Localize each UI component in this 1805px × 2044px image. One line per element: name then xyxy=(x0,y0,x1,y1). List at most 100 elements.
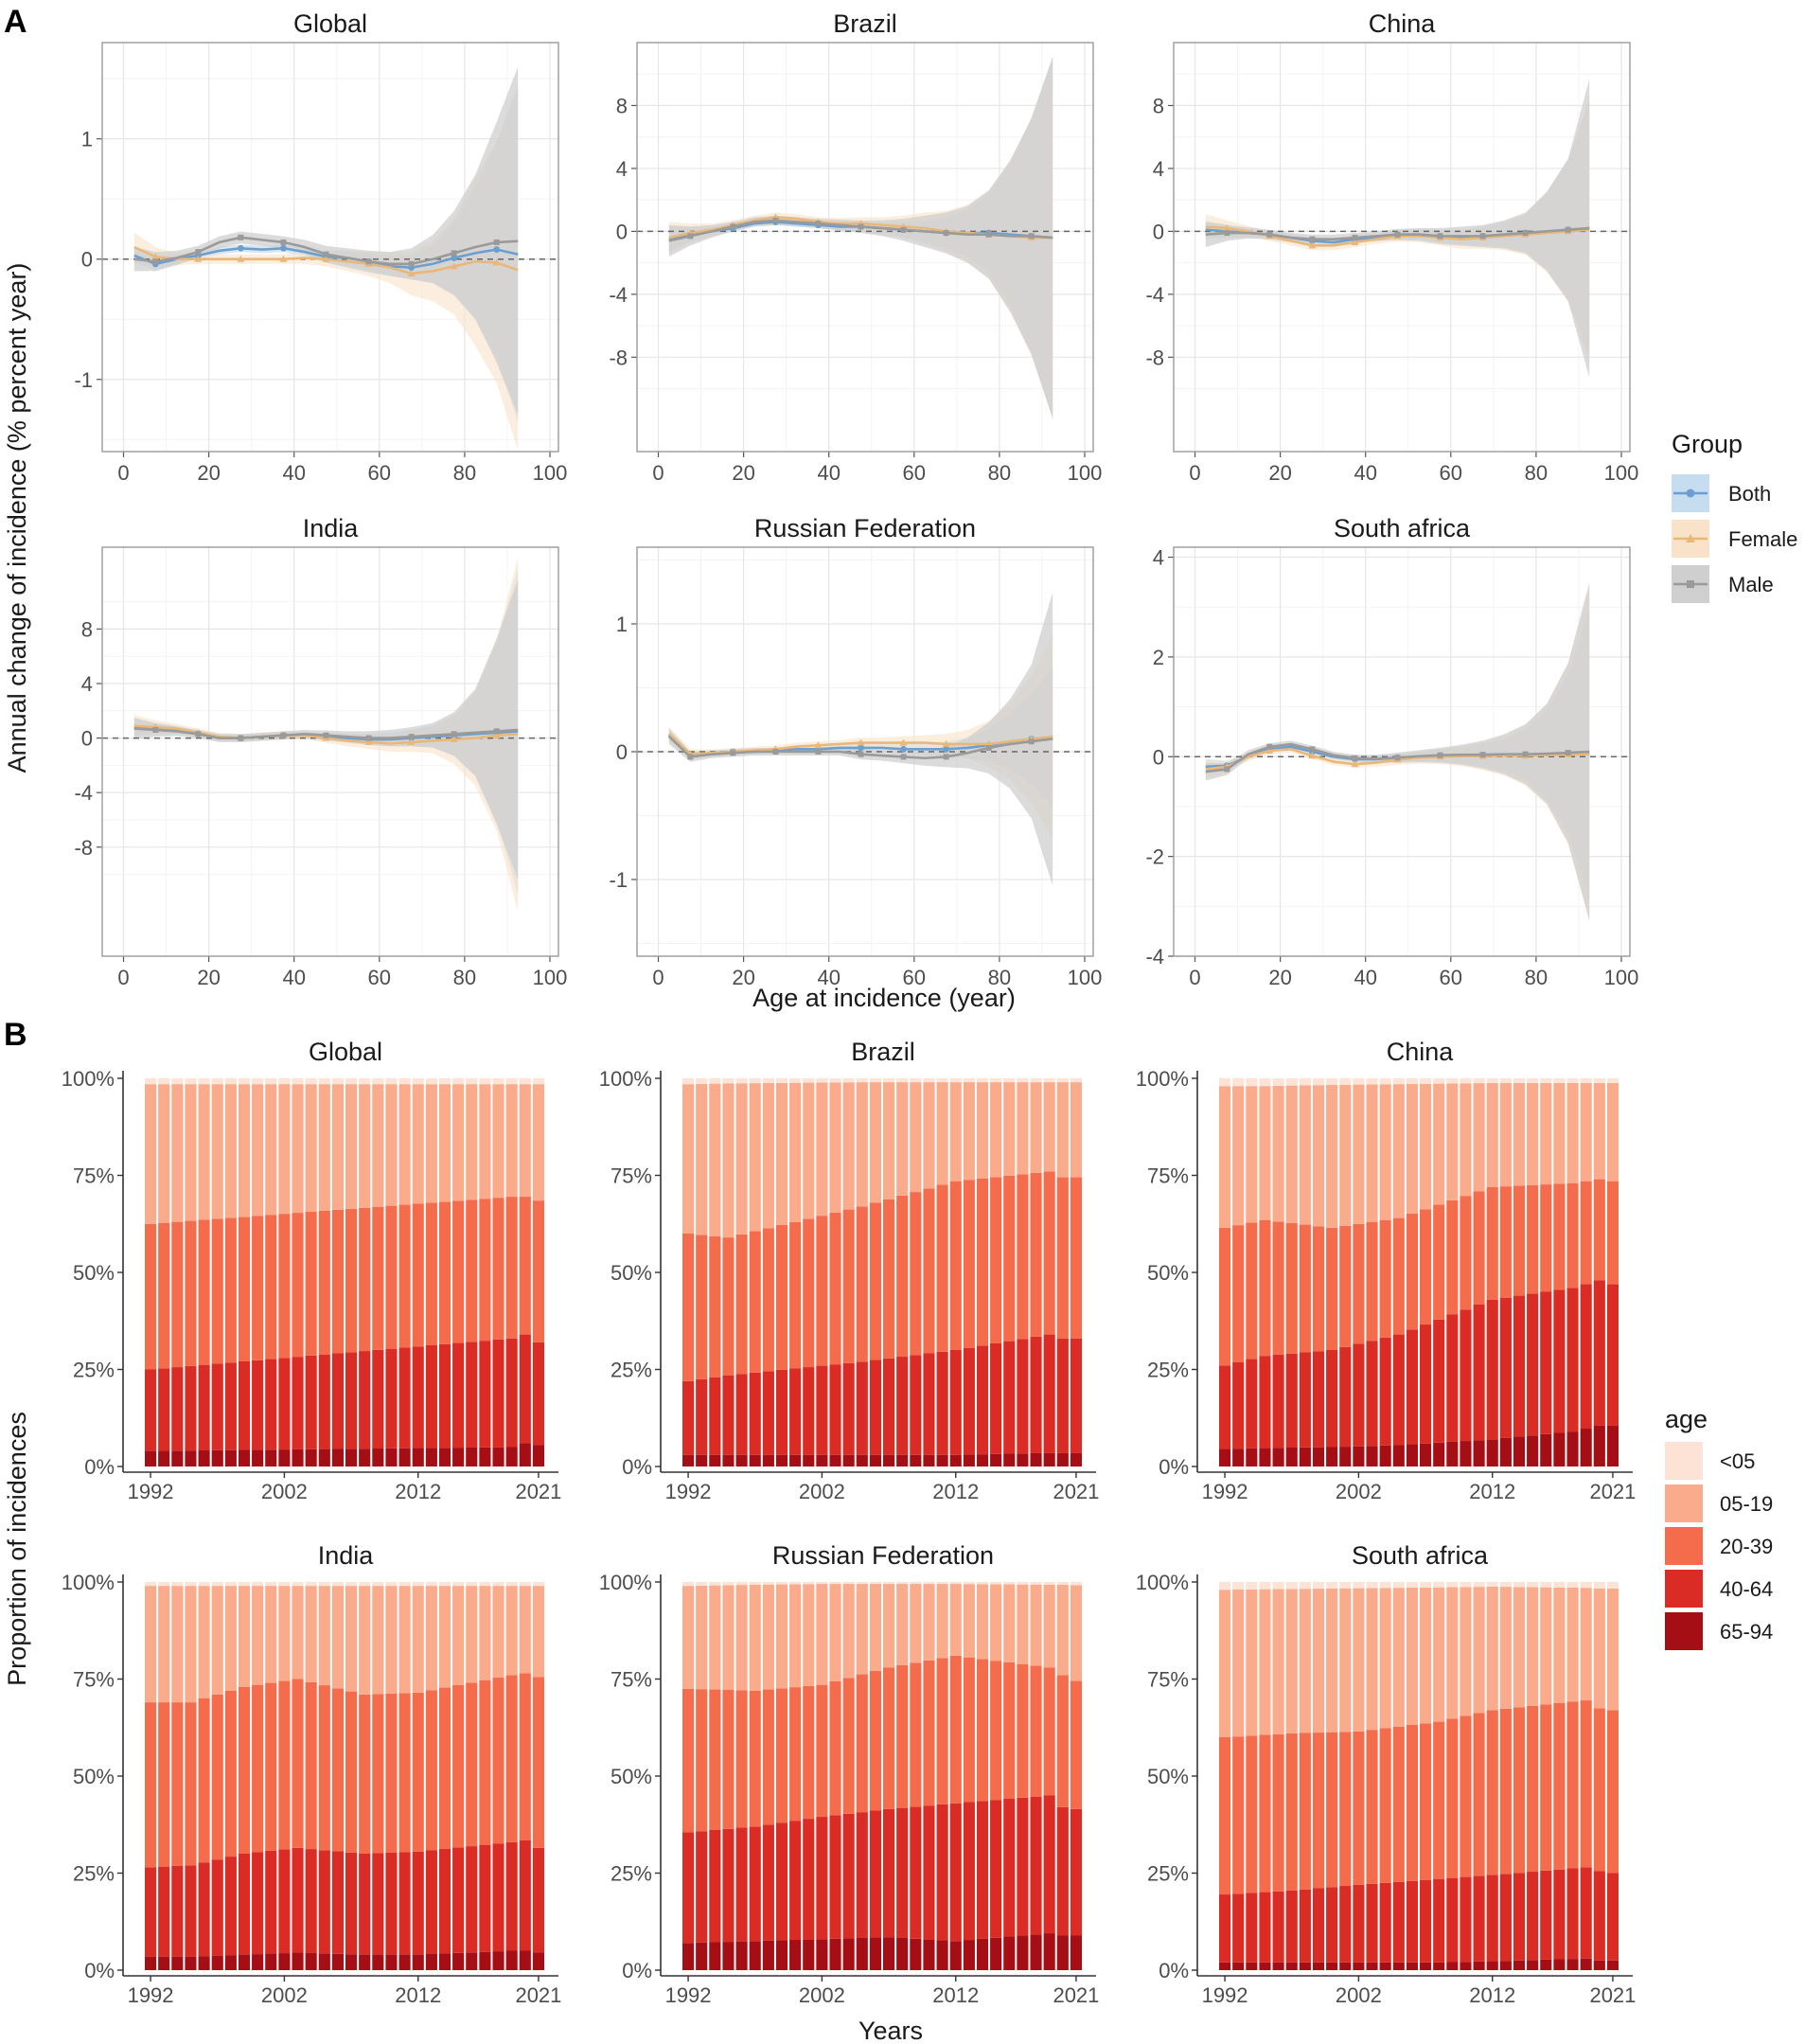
legend-key-40-64 xyxy=(1665,1570,1703,1608)
bar-segment-05 xyxy=(1392,1582,1405,1589)
bar-segment-65-94 xyxy=(1056,1935,1069,1970)
bar-segment-05 xyxy=(292,1078,304,1085)
bar-segment-65-94 xyxy=(425,1954,437,1970)
bar-segment-05 xyxy=(1540,1582,1552,1588)
bar-segment-05 xyxy=(331,1078,344,1085)
bar-segment-20-39 xyxy=(1593,1708,1605,1872)
bar-segment-05 xyxy=(171,1582,184,1587)
bar-segment-40-64 xyxy=(1219,1894,1231,1963)
bar-segment-40-64 xyxy=(1379,1882,1391,1963)
bar-segment-65-94 xyxy=(505,1950,518,1970)
data-point-male xyxy=(985,231,992,238)
bar-segment-05 xyxy=(1406,1078,1418,1084)
bar-segment-05-19 xyxy=(1056,1584,1069,1676)
bar-segment-65-94 xyxy=(1312,1962,1325,1970)
bar-segment-05 xyxy=(385,1582,398,1587)
bar-segment-05-19 xyxy=(682,1586,695,1689)
x-tick-label: 2021 xyxy=(515,1983,561,2007)
bar-segment-05 xyxy=(278,1582,291,1587)
data-point-male xyxy=(1028,738,1035,745)
bar-segment-05-19 xyxy=(265,1586,277,1683)
bar-segment-40-64 xyxy=(211,1363,223,1450)
bar-segment-20-39 xyxy=(1486,1186,1498,1300)
bar-segment-05 xyxy=(1486,1582,1498,1587)
bar-segment-20-39 xyxy=(1312,1226,1325,1352)
x-tick-label: 20 xyxy=(732,461,754,485)
data-point-female xyxy=(364,738,373,745)
bar-segment-05 xyxy=(1379,1078,1391,1085)
bar-segment-20-39 xyxy=(963,1657,975,1803)
bar-segment-20-39 xyxy=(696,1689,708,1832)
x-tick-label: 2012 xyxy=(395,1983,441,2007)
plot-border xyxy=(1173,546,1631,957)
bar-segment-65-94 xyxy=(816,1454,828,1466)
bar-segment-65-94 xyxy=(1499,1961,1512,1970)
bar-segment-65-94 xyxy=(278,1449,291,1466)
bar-segment-65-94 xyxy=(1339,1962,1352,1970)
bar-segment-65-94 xyxy=(856,1937,868,1970)
x-tick-label: 1992 xyxy=(665,1983,712,2007)
panel-title: India xyxy=(303,514,360,542)
data-point-female xyxy=(407,269,416,276)
bar-segment-05 xyxy=(735,1078,748,1084)
bar-segment-05 xyxy=(936,1078,948,1083)
bar-segment-20-39 xyxy=(803,1218,815,1368)
bar-segment-05 xyxy=(910,1582,922,1585)
bar-segment-65-94 xyxy=(842,1454,855,1466)
bar-segment-65-94 xyxy=(1017,1935,1029,1970)
bar-segment-05-19 xyxy=(896,1082,909,1196)
bar-segment-05 xyxy=(1003,1582,1016,1585)
bar-segment-05-19 xyxy=(869,1082,881,1203)
legend-label-male: Male xyxy=(1728,573,1774,596)
bar-segment-05-19 xyxy=(869,1584,881,1671)
bar-segment-05-19 xyxy=(883,1082,895,1200)
x-tick-label: 1992 xyxy=(128,1983,174,2007)
bar-segment-65-94 xyxy=(1379,1962,1391,1970)
x-tick-label: 20 xyxy=(1268,461,1291,485)
bar-segment-65-94 xyxy=(492,1447,504,1466)
bar-segment-65-94 xyxy=(519,1950,531,1970)
y-tick-label: 0 xyxy=(1153,745,1164,769)
bar-segment-05 xyxy=(412,1078,424,1085)
data-point-female xyxy=(942,739,950,747)
bar-segment-65-94 xyxy=(1473,1961,1485,1970)
bar-segment-40-64 xyxy=(278,1358,291,1450)
bar-segment-65-94 xyxy=(145,1956,157,1970)
bar-segment-65-94 xyxy=(492,1951,504,1970)
bar-segment-40-64 xyxy=(238,1854,251,1955)
bar-segment-65-94 xyxy=(145,1450,157,1466)
bar-segment-05-19 xyxy=(976,1082,989,1179)
bar-segment-20-39 xyxy=(505,1675,518,1842)
bar-segment-20-39 xyxy=(1246,1222,1258,1360)
bar-segment-65-94 xyxy=(238,1954,251,1970)
bar-segment-65-94 xyxy=(438,1953,451,1970)
bar-segment-05 xyxy=(425,1582,437,1587)
bar-segment-40-64 xyxy=(923,1805,935,1940)
bar-segment-20-39 xyxy=(976,1178,989,1346)
bar-segment-05-19 xyxy=(1339,1084,1352,1226)
bar-segment-05 xyxy=(158,1582,170,1587)
bar-segment-05-19 xyxy=(1473,1083,1485,1192)
bar-segment-20-39 xyxy=(963,1180,975,1348)
bar-segment-05 xyxy=(1353,1078,1365,1085)
bar-segment-05-19 xyxy=(1043,1584,1055,1668)
bar-segment-40-64 xyxy=(1566,1868,1579,1960)
data-point-female xyxy=(899,738,908,746)
bar-segment-40-64 xyxy=(278,1849,291,1954)
bar-segment-65-94 xyxy=(1326,1962,1338,1970)
bar-segment-05 xyxy=(372,1078,384,1085)
bar-segment-05-19 xyxy=(479,1586,491,1680)
bar-segment-05 xyxy=(1219,1078,1231,1087)
bar-segment-40-64 xyxy=(385,1348,398,1449)
bar-segment-05-19 xyxy=(532,1586,544,1678)
bar-segment-20-39 xyxy=(816,1684,828,1818)
bar-segment-05 xyxy=(1473,1078,1485,1084)
bar-segment-20-39 xyxy=(479,1680,491,1845)
legend-group-title: Group xyxy=(1672,430,1743,458)
x-tick-label: 100 xyxy=(533,461,568,485)
bar-segment-65-94 xyxy=(452,1448,465,1466)
bar-segment-40-64 xyxy=(949,1350,962,1455)
bar-segment-40-64 xyxy=(331,1851,344,1954)
x-tick-label: 80 xyxy=(1525,461,1548,485)
bar-segment-40-64 xyxy=(198,1862,210,1957)
